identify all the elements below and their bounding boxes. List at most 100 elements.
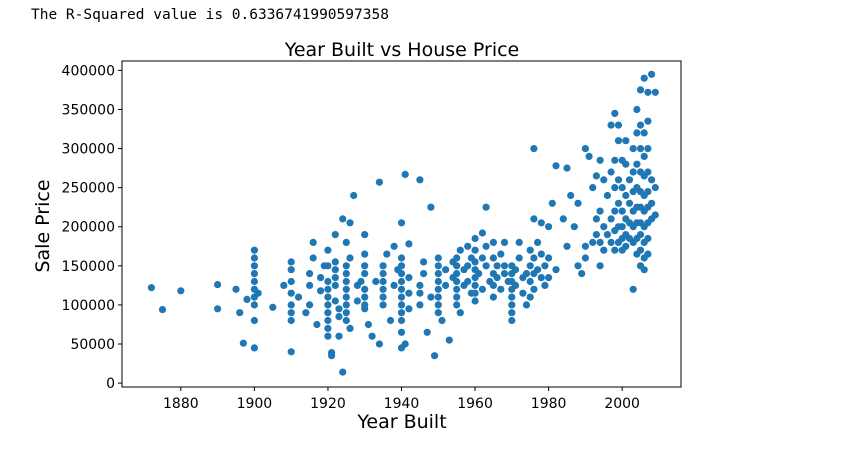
y-tick-label: 0 — [106, 376, 115, 392]
r-squared-output: The R-Squared value is 0.633674199059735… — [31, 7, 389, 23]
data-point — [526, 262, 534, 270]
y-tick-label: 250000 — [62, 181, 115, 197]
data-point — [478, 254, 486, 262]
data-point — [537, 219, 545, 227]
data-point — [471, 281, 479, 289]
x-axis-ticks: 1880 1900 1920 1940 1960 1980 2000 — [163, 387, 640, 412]
data-point — [596, 207, 604, 215]
data-point — [636, 86, 645, 94]
data-point — [379, 270, 387, 278]
data-point — [442, 266, 450, 274]
data-point — [335, 332, 343, 340]
data-point — [607, 215, 615, 223]
data-point — [515, 254, 523, 262]
data-point — [497, 250, 505, 258]
data-point — [453, 277, 461, 286]
data-point — [416, 289, 424, 297]
data-point — [471, 246, 479, 254]
data-point — [309, 238, 317, 246]
y-tick-label: 300000 — [62, 142, 115, 158]
data-point — [250, 254, 258, 262]
data-point — [482, 262, 490, 270]
data-point — [592, 231, 601, 239]
data-point — [633, 129, 641, 137]
data-point — [567, 191, 575, 200]
data-point — [250, 301, 258, 309]
data-point — [640, 266, 648, 274]
data-point — [243, 295, 251, 303]
data-point — [581, 145, 590, 153]
data-point — [416, 176, 424, 184]
data-point — [324, 309, 332, 317]
data-point — [453, 293, 461, 301]
x-tick-label: 1960 — [457, 396, 493, 412]
data-point — [644, 145, 652, 153]
data-point — [519, 289, 527, 297]
data-point — [177, 287, 185, 295]
data-point — [648, 70, 656, 78]
x-tick-label: 1940 — [384, 396, 420, 412]
data-point — [611, 207, 619, 215]
data-point — [379, 293, 387, 301]
data-point — [287, 277, 295, 286]
data-point — [625, 176, 634, 184]
data-point — [611, 184, 619, 192]
data-point — [640, 152, 648, 160]
data-point — [508, 301, 516, 309]
data-point — [471, 258, 479, 266]
data-point — [541, 281, 549, 289]
data-point — [600, 223, 608, 231]
data-point — [214, 305, 222, 313]
data-point — [611, 109, 619, 117]
data-point — [530, 145, 538, 153]
data-point — [342, 301, 350, 309]
data-point — [287, 258, 295, 266]
data-point — [471, 289, 479, 297]
data-point — [397, 328, 406, 336]
data-point — [250, 344, 258, 352]
data-point — [306, 270, 314, 278]
data-point — [302, 309, 310, 317]
data-point — [397, 219, 406, 227]
data-point — [500, 262, 509, 270]
data-point — [629, 145, 637, 153]
data-point — [324, 316, 332, 325]
data-point — [158, 306, 167, 314]
data-point — [581, 254, 590, 262]
data-point — [342, 285, 350, 293]
data-point — [342, 293, 350, 301]
data-point — [287, 348, 295, 356]
data-point — [361, 305, 369, 313]
data-point — [335, 305, 343, 313]
x-tick-label: 1880 — [163, 396, 199, 412]
data-point — [339, 215, 347, 223]
data-point — [342, 277, 350, 286]
data-point — [497, 285, 505, 293]
data-point — [401, 170, 409, 178]
data-point — [361, 262, 369, 270]
data-point — [324, 301, 332, 309]
data-point — [375, 178, 383, 186]
data-point — [614, 137, 623, 145]
data-point — [453, 301, 461, 309]
data-point — [633, 105, 641, 114]
data-point — [559, 215, 567, 223]
data-point — [427, 293, 435, 301]
data-point — [342, 316, 350, 325]
data-point — [552, 266, 560, 274]
data-point — [464, 277, 472, 286]
data-point — [269, 303, 277, 311]
data-point — [596, 156, 604, 164]
data-point — [331, 258, 339, 266]
data-point — [526, 293, 534, 301]
data-point — [592, 172, 601, 180]
data-point — [361, 285, 369, 293]
data-point — [379, 301, 387, 309]
data-point — [541, 262, 549, 270]
data-point — [397, 285, 406, 293]
data-point — [434, 309, 442, 317]
data-point — [239, 339, 247, 347]
data-point — [453, 262, 461, 270]
data-point — [574, 199, 582, 207]
y-axis-label: Sale Price — [32, 179, 54, 272]
